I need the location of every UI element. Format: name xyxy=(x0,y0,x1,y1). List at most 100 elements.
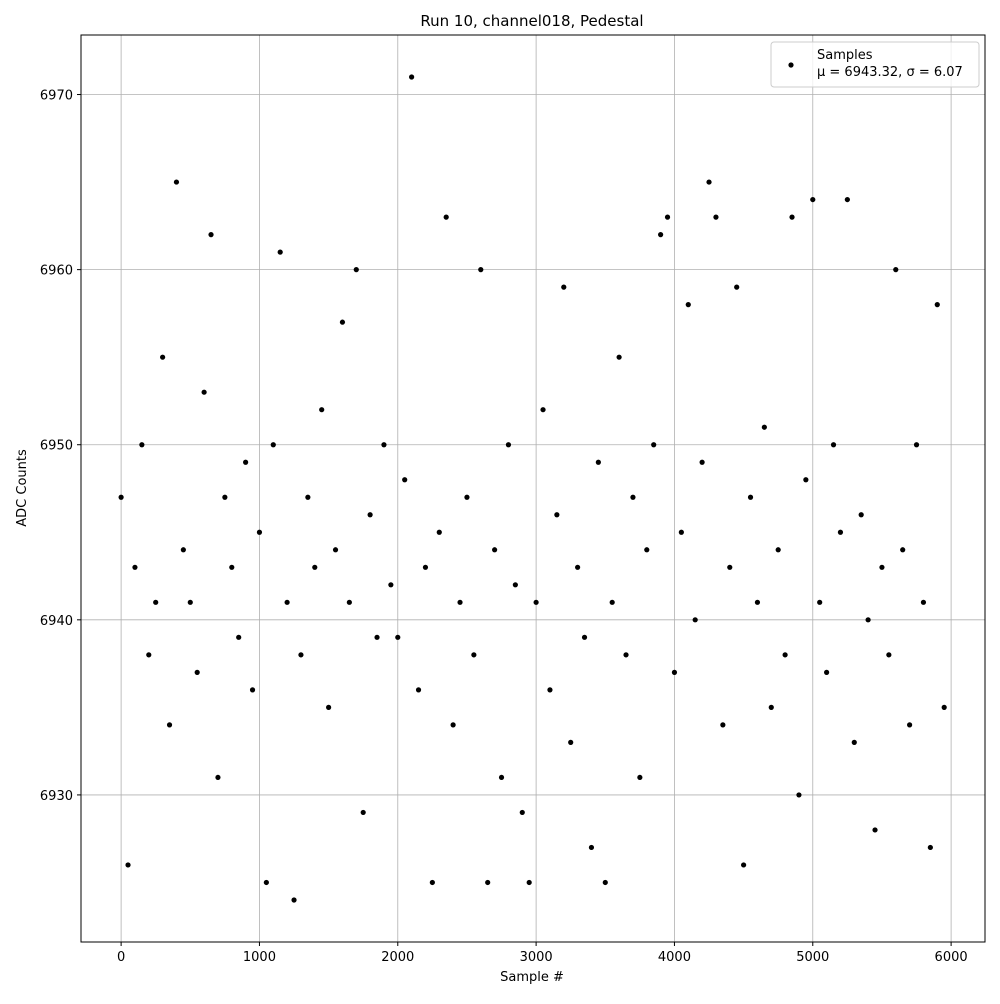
x-tick-label: 2000 xyxy=(381,950,414,965)
data-point xyxy=(588,844,595,851)
data-point xyxy=(734,284,740,290)
data-point xyxy=(187,599,193,605)
data-point xyxy=(720,722,726,728)
data-point xyxy=(339,319,346,325)
x-tick-label: 6000 xyxy=(935,950,968,965)
data-point xyxy=(429,879,435,886)
data-point xyxy=(837,529,844,535)
data-point xyxy=(609,599,615,605)
axes-frame xyxy=(80,34,986,943)
data-point xyxy=(436,529,442,535)
data-point xyxy=(913,442,920,448)
data-point xyxy=(360,809,366,816)
data-point xyxy=(374,634,380,640)
data-point xyxy=(118,494,124,500)
data-point xyxy=(775,547,781,553)
data-point xyxy=(927,844,933,851)
data-point xyxy=(830,442,837,448)
data-point xyxy=(630,494,636,500)
data-point xyxy=(824,669,830,675)
data-point xyxy=(132,564,138,570)
data-point xyxy=(754,599,761,605)
data-point xyxy=(900,547,906,553)
data-point xyxy=(277,249,283,255)
data-point xyxy=(519,809,525,816)
data-point xyxy=(644,547,650,553)
data-point xyxy=(243,459,249,465)
x-tick-label: 0 xyxy=(117,950,125,965)
data-point xyxy=(810,196,816,203)
x-axis-label: Sample # xyxy=(500,970,564,985)
data-point xyxy=(326,704,332,710)
data-point xyxy=(768,704,774,710)
data-point xyxy=(851,739,857,745)
data-point xyxy=(581,634,588,640)
data-point xyxy=(872,827,878,833)
data-point xyxy=(457,599,463,605)
data-point xyxy=(692,617,698,623)
x-tick-label: 4000 xyxy=(658,950,691,965)
legend-marker xyxy=(788,62,794,68)
data-point xyxy=(236,634,242,640)
data-point xyxy=(194,669,200,675)
data-point xyxy=(415,687,422,693)
data-point xyxy=(747,494,754,500)
data-point xyxy=(941,704,947,710)
data-point xyxy=(699,459,705,465)
data-point xyxy=(498,774,505,781)
data-point xyxy=(803,477,809,483)
y-tick-label: 6940 xyxy=(40,614,73,629)
data-point xyxy=(139,442,145,448)
data-point xyxy=(934,302,940,308)
data-point xyxy=(920,599,927,605)
data-point xyxy=(796,792,802,798)
data-point xyxy=(741,862,747,868)
data-point xyxy=(817,599,823,605)
x-tick-label: 5000 xyxy=(796,950,829,965)
data-point xyxy=(713,214,719,220)
data-point xyxy=(505,442,512,448)
data-point xyxy=(879,564,885,570)
data-point xyxy=(319,407,325,413)
data-point xyxy=(215,774,221,781)
data-point xyxy=(450,722,456,728)
data-point xyxy=(526,879,532,886)
data-point xyxy=(146,652,152,658)
data-point xyxy=(478,267,484,273)
data-point xyxy=(658,232,664,238)
data-point xyxy=(353,267,359,273)
data-point xyxy=(173,179,180,185)
data-point xyxy=(540,407,546,413)
data-point xyxy=(561,284,567,290)
data-point xyxy=(616,354,622,360)
y-tick-label: 6930 xyxy=(40,789,73,804)
data-point xyxy=(602,879,608,886)
data-point xyxy=(263,879,269,886)
data-point xyxy=(346,599,352,605)
data-point xyxy=(395,634,401,640)
data-point xyxy=(512,582,518,588)
data-point xyxy=(298,652,304,658)
data-point xyxy=(844,196,850,203)
plot-area xyxy=(81,35,985,942)
data-point xyxy=(222,494,228,500)
data-point xyxy=(789,214,795,220)
data-point xyxy=(664,214,671,220)
data-point xyxy=(727,564,733,570)
data-point xyxy=(678,529,684,535)
data-point xyxy=(575,564,581,570)
data-point xyxy=(547,687,553,693)
data-point xyxy=(208,232,214,238)
data-point xyxy=(291,897,297,903)
data-point xyxy=(637,774,643,781)
y-axis-label: ADC Counts xyxy=(15,449,30,527)
data-point xyxy=(568,739,574,745)
y-tick-label: 6960 xyxy=(40,264,73,279)
data-point xyxy=(858,512,864,518)
data-point xyxy=(485,879,491,886)
data-point xyxy=(305,494,311,500)
data-point xyxy=(761,424,767,430)
data-point xyxy=(865,617,871,623)
